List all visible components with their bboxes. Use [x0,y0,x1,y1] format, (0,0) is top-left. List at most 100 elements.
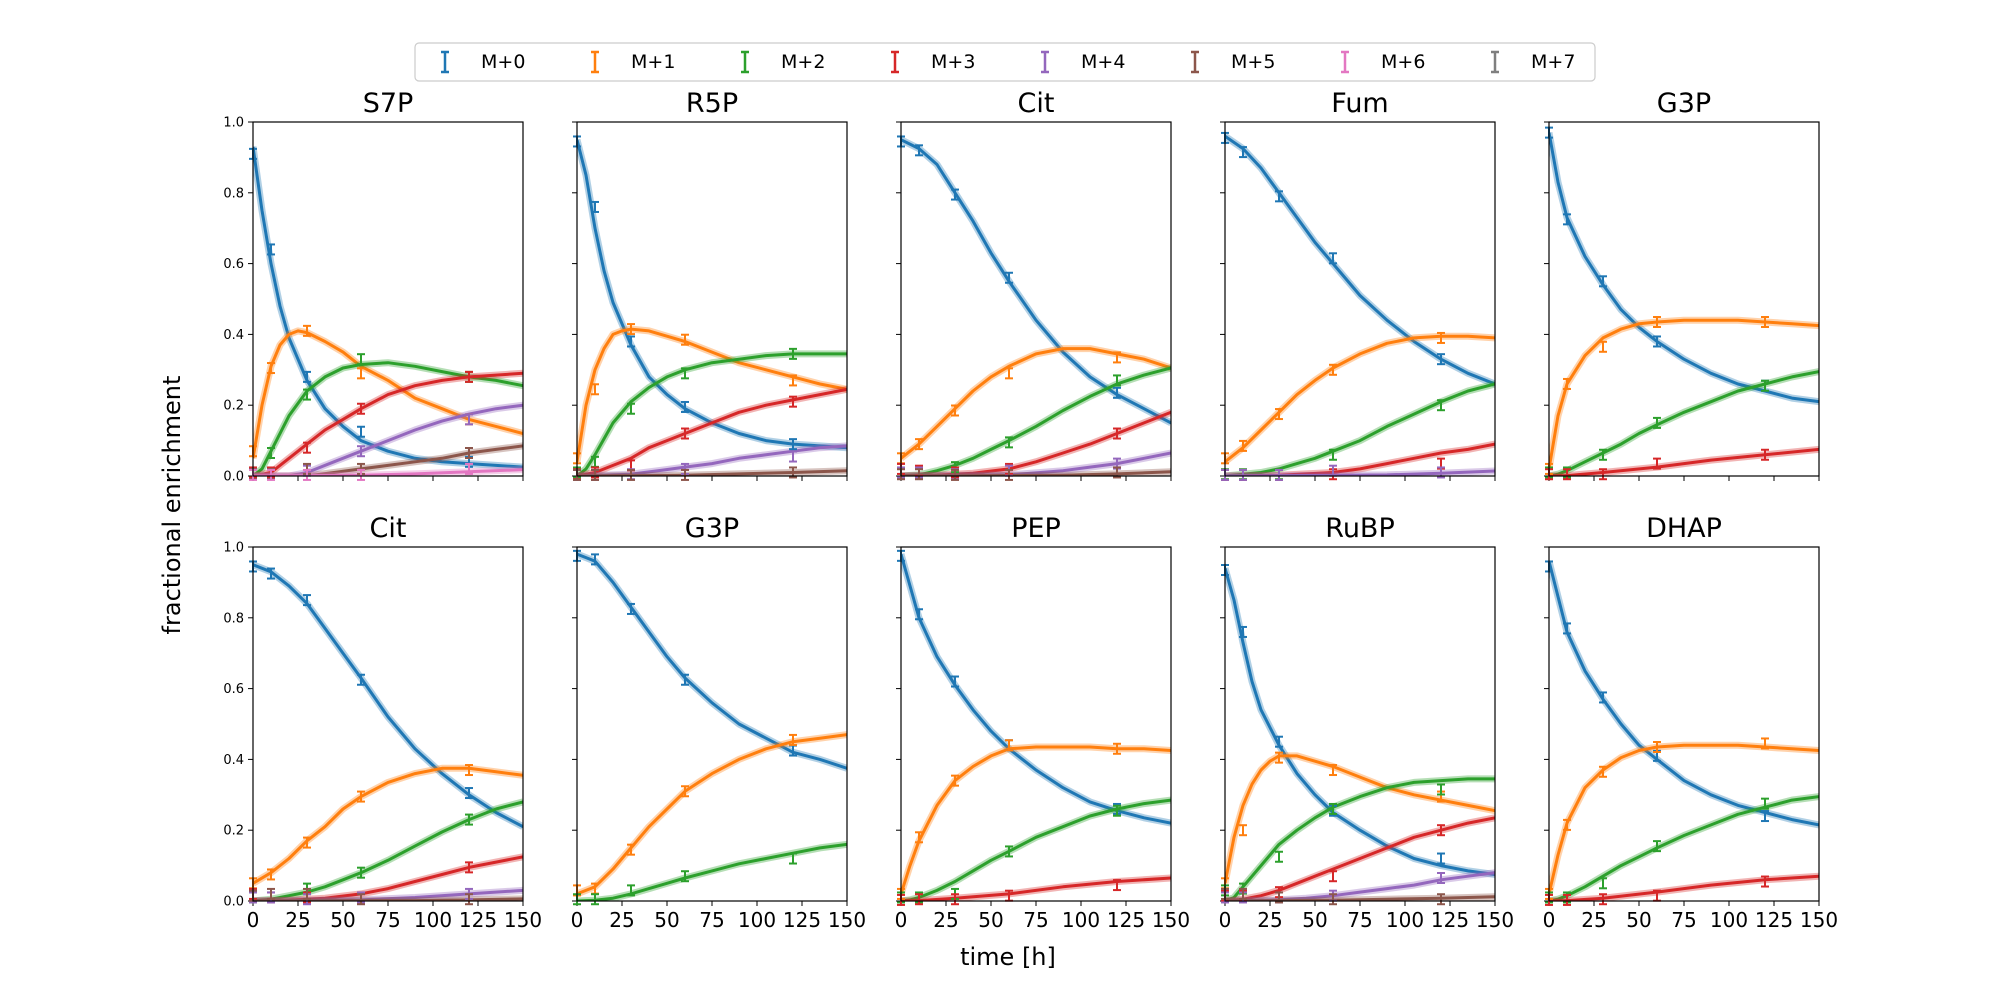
data-point [1275,468,1283,481]
series-band-mplus0 [1549,131,1819,406]
data-point [1239,468,1247,481]
x-tick-label: 25 [933,908,958,932]
data-point [303,388,311,401]
panel-frame [900,546,1172,902]
data-point [1239,625,1247,638]
data-point [1005,436,1013,449]
legend-item-mplus2: M+2 [741,50,825,74]
data-point [267,362,275,375]
data-point [1275,735,1283,748]
data-point [681,468,689,481]
series-line-mplus2 [577,352,847,476]
panel-series [901,553,1171,901]
panel-points [1221,564,1445,906]
data-point [1275,408,1283,421]
panel-points [573,549,797,906]
data-point [1329,893,1337,906]
panel-points [897,549,1121,906]
data-point [1113,427,1121,440]
data-point [465,861,473,874]
y-tick-label: 0.6 [223,257,244,272]
x-tick-label: 150 [1476,908,1514,932]
data-point [303,441,311,454]
x-tick-label: 125 [783,908,821,932]
data-point [1599,877,1607,890]
panel-6: Cit 0.0 0.2 0.4 0.6 0.8 1.0 0 25 50 75 100 125 150 [223,513,542,932]
panel-4: Fum [1220,88,1496,481]
data-point [1113,742,1121,755]
panel-5: G3P [1544,88,1820,481]
x-tick-label: 25 [285,908,310,932]
panel-points [1221,131,1445,481]
data-point [1437,893,1445,906]
series-band-mplus0 [253,561,523,830]
data-point [1005,367,1013,380]
data-point [357,866,365,879]
panel-title: PEP [1011,513,1061,544]
data-point [681,400,689,413]
data-point [789,374,797,387]
y-tick-label: 0.8 [223,186,244,201]
panel-frame [1548,546,1820,902]
data-point [1239,887,1247,900]
data-point [1005,468,1013,481]
data-point [915,831,923,844]
legend-item-mplus5: M+5 [1191,50,1275,74]
x-tick-label: 50 [1302,908,1327,932]
x-tick-label: 100 [738,908,776,932]
data-point [591,200,599,213]
x-tick-label: 100 [1386,908,1424,932]
data-point [1437,871,1445,884]
panel-points [1545,126,1769,481]
series-line-mplus1 [253,329,523,459]
y-tick-label: 0.6 [223,682,244,697]
panel-title: G3P [685,513,739,544]
x-axis-label: time [h] [960,943,1056,971]
panel-points [249,560,473,906]
data-point [1599,893,1607,906]
data-point [1599,448,1607,461]
legend-label: M+1 [631,51,675,73]
data-point [303,370,311,383]
data-point [303,468,311,481]
x-tick-label: 50 [330,908,355,932]
data-point [1275,751,1283,764]
series-line-mplus4 [577,444,847,476]
panel-title: G3P [1657,88,1711,119]
data-point [1239,439,1247,452]
series-band-mplus0 [901,553,1171,827]
series-line-mplus1 [1225,754,1495,884]
data-point [951,774,959,787]
data-point [1653,335,1661,348]
data-point [681,785,689,798]
data-point [1113,804,1121,817]
panel-frame [576,121,848,477]
data-point [627,884,635,897]
data-point [591,553,599,566]
panel-10: DHAP 0 25 50 75 100 125 150 [1543,513,1838,932]
y-tick-label: 0.8 [223,611,244,626]
data-point [1761,875,1769,888]
x-tick-label: 150 [504,908,542,932]
panel-9: RuBP 0 25 50 75 100 125 150 [1219,513,1514,932]
series-line-mplus0 [1225,567,1495,876]
data-point [915,438,923,451]
legend-label: M+4 [1081,51,1125,73]
x-tick-label: 125 [459,908,497,932]
data-point [1653,741,1661,754]
data-point [357,425,365,438]
data-point [681,673,689,686]
data-point [1653,840,1661,853]
panel-series [577,138,847,476]
data-point [681,367,689,380]
data-point [951,188,959,201]
data-point [1563,893,1571,906]
x-tick-label: 100 [414,908,452,932]
legend-item-mplus7: M+7 [1491,50,1575,74]
data-point [1653,416,1661,429]
data-point [1437,399,1445,412]
data-point [1239,824,1247,837]
legend-label: M+0 [481,51,525,73]
series-line-mplus0 [577,139,847,450]
panel-1: S7P 0.0 0.2 0.4 0.6 0.8 1.0 [223,88,524,485]
